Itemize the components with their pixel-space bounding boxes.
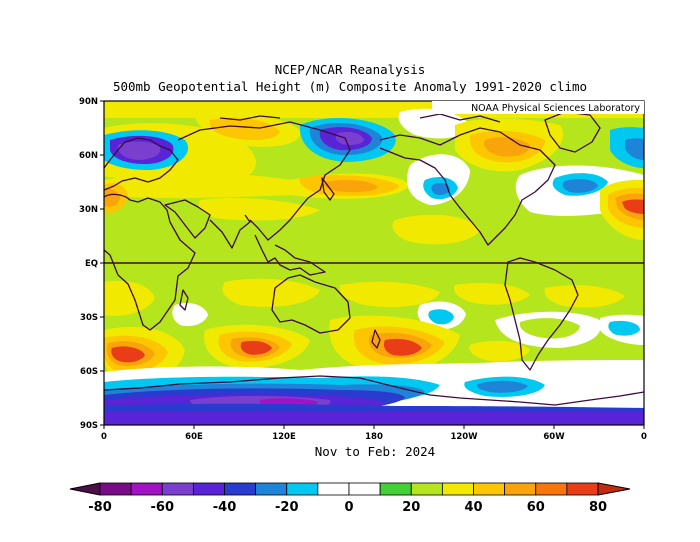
colorbar-segment [224,482,257,496]
lat-label: 60N [79,151,98,161]
chart-title: NCEP/NCAR Reanalysis [274,62,426,77]
europe-coast [104,137,179,191]
colorbar-tick-label: -60 [151,500,175,515]
colorbar-tick-label: 0 [344,500,353,515]
arabia-coast [164,199,211,239]
lat-label: 30N [79,205,98,215]
lat-label: EQ [85,259,98,269]
lat-label: 90S [80,421,98,431]
colorbar-segment [255,482,288,496]
colorbar-tick-label: 20 [402,500,420,515]
anomaly-field [104,101,644,425]
colorbar-segment [379,482,412,496]
india-coast [209,214,251,249]
lat-label: 30S [80,313,98,323]
lon-label: 0 [641,432,647,442]
lat-label: 60S [80,367,98,377]
lon-label: 60W [543,432,565,442]
latitude-axis: 90N 60N 30N EQ 30S 60S 90S [79,97,104,431]
colorbar-segment [348,482,381,496]
colorbar-tick-label: -40 [213,500,237,515]
colorbar-segment [161,482,194,496]
south-america-coast [504,257,579,371]
colorbar-segment [286,482,319,496]
southeast-asia-coast [254,234,326,276]
coastlines [104,111,644,406]
lon-label: 60E [185,432,203,442]
colorbar-segment [566,482,599,496]
madagascar-coast [179,289,189,311]
credit-label: NOAA Physical Sciences Laboratory [471,103,640,114]
asia-coast [177,121,351,241]
colorbar-segment [441,482,474,496]
colorbar-tick-label: 40 [464,500,482,515]
lon-label: 180 [365,432,383,442]
colorbar-tick-label: -20 [275,500,299,515]
new-zealand-coast [371,329,381,349]
lon-label: 120W [450,432,478,442]
longitude-axis: 0 60E 120E 180 120W 60W 0 [101,425,647,442]
colorbar-segment [504,482,537,496]
australia-coast [271,274,351,334]
colorbar-segment [410,482,443,496]
credit-box [432,101,644,114]
colorbar-high-arrow [597,482,631,496]
colorbar-tick-label: 80 [589,500,607,515]
colorbar-low-arrow [69,482,101,496]
africa-coast [104,193,196,331]
colorbar-tick-label: -80 [88,500,112,515]
colorbar-segment [99,482,132,496]
lon-label: 120E [272,432,296,442]
arctic-islands-coast [219,113,501,123]
colorbar: -80 -60 -40 -20 0 20 40 60 80 [69,482,631,515]
chart-subtitle: 500mb Geopotential Height (m) Composite … [112,79,588,94]
colorbar-segment [317,482,350,496]
japan-coast [321,177,335,201]
colorbar-segment [192,482,225,496]
colorbar-segment [130,482,163,496]
lat-label: 90N [79,97,98,107]
colorbar-segment [535,482,568,496]
lon-label: 0 [101,432,107,442]
antarctica-coast [104,375,644,406]
colorbar-segment [473,482,506,496]
colorbar-tick-label: 60 [527,500,545,515]
time-period-label: Nov to Feb: 2024 [314,444,436,459]
north-america-coast [379,127,556,246]
